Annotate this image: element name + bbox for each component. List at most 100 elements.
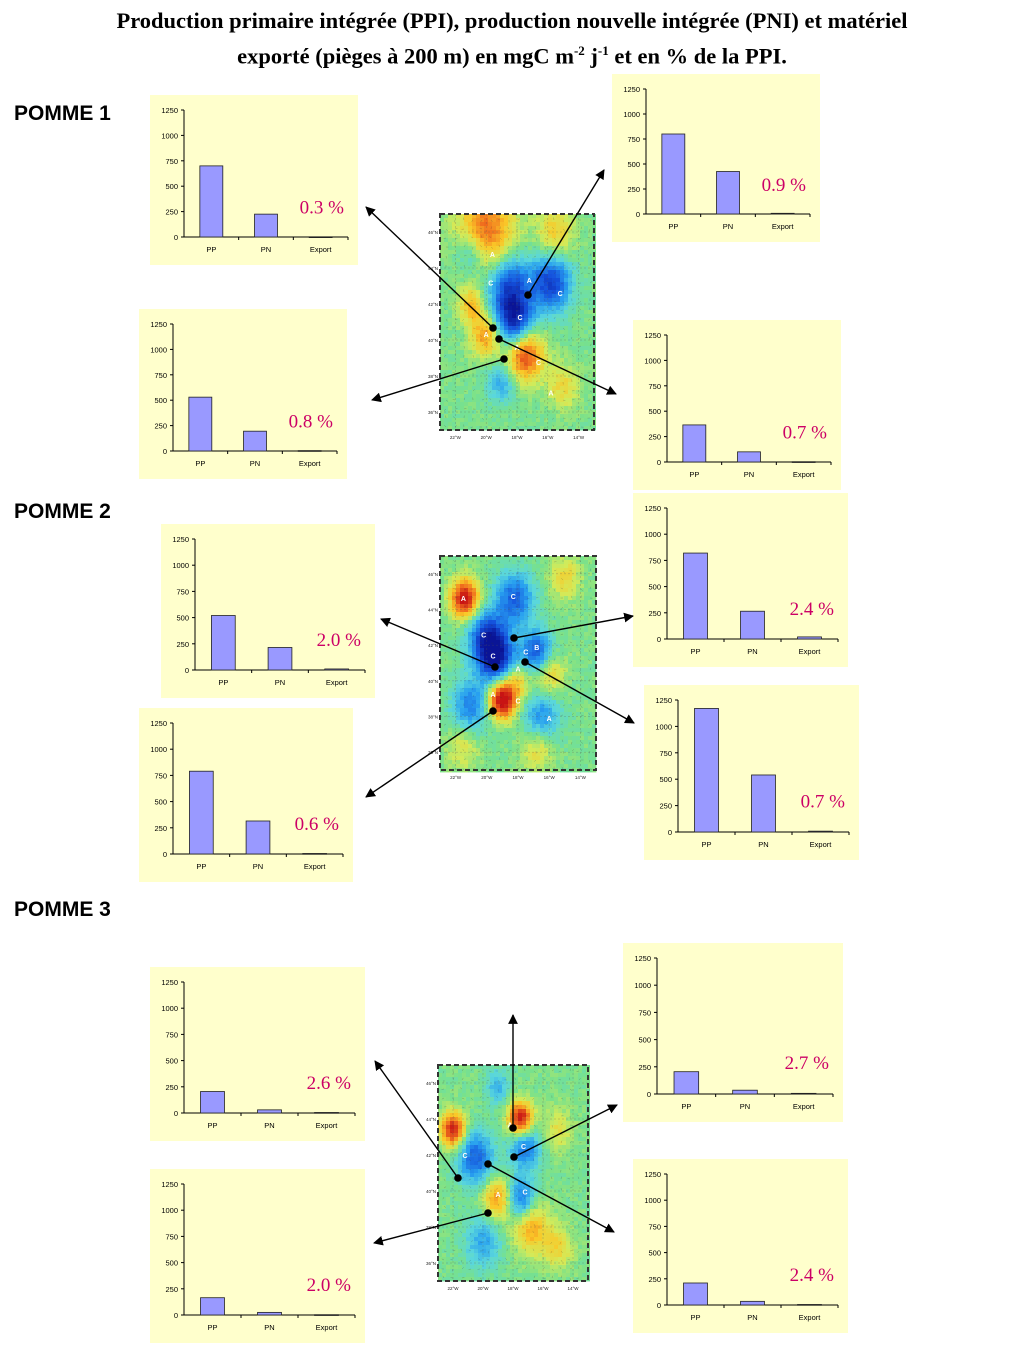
station-marker — [489, 707, 497, 715]
y-tick-label: 750 — [154, 371, 167, 380]
eddy-label: C — [522, 1190, 527, 1197]
chart-panel: 1250 1000 750 500 250 0 PP PN Export 2.4 % — [633, 1159, 848, 1333]
bar-pn — [751, 774, 776, 833]
bar-export — [324, 668, 349, 671]
map-frame — [439, 555, 597, 771]
bar-pp — [694, 708, 719, 833]
y-tick-label: 250 — [627, 185, 640, 194]
station-marker — [484, 1160, 492, 1168]
x-tick-label: PP — [690, 1313, 700, 1322]
y-tick-label: 1000 — [161, 131, 178, 140]
bar-pp — [199, 165, 224, 238]
y-tick-label: 1250 — [161, 978, 178, 987]
y-tick-label: 1000 — [634, 981, 651, 990]
station-marker — [495, 335, 503, 343]
bar-export — [297, 450, 322, 452]
map-graticule — [438, 1065, 588, 1281]
y-tick-label: 500 — [648, 407, 661, 416]
chart-panel: 1250 1000 750 500 250 0 PP PN Export 0.8 % — [139, 309, 347, 479]
y-tick-label: 0 — [174, 233, 178, 242]
x-tick-label: PP — [681, 1102, 691, 1111]
y-tick-label: 250 — [154, 824, 167, 833]
bar-pp — [189, 770, 214, 855]
y-tick-label: 0 — [657, 458, 661, 467]
x-tick-label: PP — [701, 840, 711, 849]
station-marker — [509, 1124, 517, 1132]
y-tick-label: 1250 — [655, 696, 672, 705]
y-tick-label: 0 — [657, 635, 661, 644]
y-tick-label: 1000 — [172, 561, 189, 570]
station-marker — [521, 658, 529, 666]
bar-export — [797, 1304, 822, 1306]
y-tick-label: 1000 — [644, 530, 661, 539]
lat-tick-label: 46°N — [426, 1081, 436, 1086]
title-line-2-b: j — [584, 43, 598, 69]
eddy-label: A — [514, 345, 519, 352]
lat-tick-label: 36°N — [426, 1261, 436, 1266]
y-tick-label: 250 — [648, 433, 661, 442]
x-tick-label: PP — [207, 1121, 217, 1130]
y-tick-label: 500 — [154, 798, 167, 807]
x-tick-label: PN — [264, 1121, 274, 1130]
station-arrow — [371, 358, 505, 403]
station-marker — [491, 663, 499, 671]
bar-export — [314, 1112, 339, 1114]
y-tick-label: 0 — [636, 210, 640, 219]
station-marker — [489, 324, 497, 332]
export-percent-label: 0.6 % — [295, 814, 340, 835]
y-tick-label: 1250 — [644, 504, 661, 513]
bar-export — [790, 1092, 817, 1095]
y-tick-label: 750 — [154, 771, 167, 780]
velocity-vectors — [443, 217, 593, 430]
lat-tick-label: 44°N — [428, 266, 438, 271]
eddy-label: C — [536, 360, 541, 367]
station-marker — [484, 1209, 492, 1217]
export-percent-label: 2.0 % — [317, 630, 362, 651]
chart-panel: 1250 1000 750 500 250 0 PP PN Export 0.6 % — [139, 708, 353, 882]
bar-pp — [682, 424, 707, 463]
y-tick-label: 1250 — [644, 1170, 661, 1179]
station-arrow — [487, 1163, 615, 1233]
lat-tick-label: 44°N — [428, 608, 438, 613]
eddy-label: C — [521, 1144, 526, 1151]
bar-pn — [257, 1109, 282, 1114]
lat-tick-label: 42°N — [428, 302, 438, 307]
bar-pp — [200, 1091, 225, 1114]
y-tick-label: 1250 — [644, 331, 661, 340]
x-tick-label: PN — [744, 470, 754, 479]
bar-pn — [740, 1300, 765, 1306]
x-tick-label: PP — [668, 222, 678, 231]
bar-pp — [673, 1071, 700, 1095]
y-tick-label: 1000 — [161, 1004, 178, 1013]
bar-export — [770, 212, 795, 215]
x-tick-label: PP — [206, 245, 216, 254]
lon-tick-label: 14°W — [573, 435, 585, 440]
export-percent-label: 0.3 % — [300, 198, 345, 219]
x-tick-label: PP — [207, 1323, 217, 1332]
x-tick-label: PN — [747, 647, 757, 656]
export-percent-label: 0.7 % — [801, 792, 846, 813]
chart-panel: 1250 1000 750 500 250 0 PP PN Export 2.0 % — [150, 1169, 365, 1343]
lon-tick-label: 20°W — [481, 775, 493, 780]
y-tick-label: 1250 — [150, 719, 167, 728]
lon-tick-label: 16°W — [537, 1286, 549, 1291]
export-percent-label: 0.7 % — [783, 423, 828, 444]
chart-panel: 1250 1000 750 500 250 0 PP PN Export 0.7 % — [633, 320, 841, 490]
lat-tick-label: 42°N — [426, 1153, 436, 1158]
x-tick-label: Export — [793, 470, 816, 479]
bar-pn — [254, 213, 278, 238]
x-tick-label: PN — [740, 1102, 750, 1111]
y-tick-label: 0 — [185, 666, 189, 675]
y-tick-label: 750 — [648, 382, 661, 391]
y-tick-label: 1000 — [655, 722, 672, 731]
y-tick-label: 500 — [154, 396, 167, 405]
map-frame — [439, 213, 595, 431]
eddy-label: A — [491, 692, 496, 699]
y-tick-label: 1250 — [172, 535, 189, 544]
x-tick-label: Export — [772, 222, 795, 231]
x-tick-label: PP — [689, 470, 699, 479]
station-arrow — [374, 1060, 459, 1179]
y-tick-label: 250 — [154, 422, 167, 431]
bar-export — [808, 830, 833, 833]
map-graticule — [440, 214, 594, 430]
